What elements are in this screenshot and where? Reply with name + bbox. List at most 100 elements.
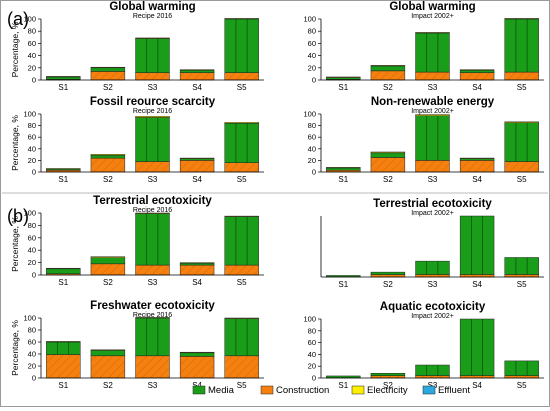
x-tick-label: S5 <box>517 280 527 289</box>
y-tick-label: 20 <box>308 362 316 371</box>
legend-swatch-electricity <box>351 385 365 395</box>
bar-segment-media <box>415 115 450 161</box>
chart-subtitle: Recipe 2016 <box>133 13 172 20</box>
bar-segment-electricity <box>90 66 126 69</box>
bar-hatch <box>504 161 539 172</box>
bar-segment-electricity <box>326 76 361 78</box>
bar-hatch <box>415 72 450 80</box>
y-tick-label: 60 <box>308 39 316 48</box>
bar-hatch <box>415 160 450 172</box>
y-tick-label: 0 <box>312 168 316 177</box>
y-tick-label: 20 <box>28 63 36 72</box>
chart-subtitle: Impact 2002+ <box>411 13 454 20</box>
legend-label: Construction <box>276 385 329 396</box>
bar-segment-electricity <box>90 256 126 258</box>
x-tick-label: S1 <box>58 175 68 184</box>
bar-hatch <box>135 72 170 80</box>
y-tick-label: 40 <box>28 246 36 255</box>
bar-hatch <box>180 356 215 378</box>
bar-segment-electricity <box>504 121 539 123</box>
y-tick-label: 60 <box>28 338 36 347</box>
y-tick-label: 40 <box>308 144 316 153</box>
x-tick-label: S5 <box>237 83 247 92</box>
y-tick-label: 80 <box>308 27 316 36</box>
panel-label-a: (a) <box>7 9 29 29</box>
x-tick-label: S4 <box>192 381 202 390</box>
x-tick-label: S3 <box>428 280 438 289</box>
bar-hatch <box>180 72 215 80</box>
y-tick-label: 100 <box>303 315 316 324</box>
bar-segment-electricity <box>46 168 81 170</box>
bar-segment-media <box>179 352 215 357</box>
bar-segment-media <box>135 117 170 162</box>
y-tick-label: 60 <box>308 338 316 347</box>
bar-segment-electricity <box>179 262 215 264</box>
x-tick-label: S5 <box>517 175 527 184</box>
bar-hatch <box>415 274 450 277</box>
y-tick-label: 80 <box>28 27 36 36</box>
chart-title: Terrestrial ecotoxicity <box>373 198 492 210</box>
y-tick-label: 100 <box>23 314 36 323</box>
chart-title: Global warming <box>109 1 195 13</box>
bar-segment-media <box>179 158 215 161</box>
panel-label-b: (b) <box>7 206 29 226</box>
x-tick-label: S1 <box>58 83 68 92</box>
bar-segment-media <box>504 122 539 162</box>
chart-subtitle: Recipe 2016 <box>133 207 172 214</box>
y-tick-label: 80 <box>308 121 316 130</box>
y-tick-label: 60 <box>28 233 36 242</box>
chart-title: Global warming <box>389 1 475 13</box>
bar-hatch <box>224 265 259 275</box>
y-axis-label: Percentage, % <box>10 21 20 77</box>
bar-hatch <box>460 375 495 378</box>
bar-hatch <box>90 263 125 275</box>
legend-swatch-effluent <box>422 385 436 395</box>
y-tick-label: 80 <box>28 326 36 335</box>
bar-segment-electricity <box>459 69 495 71</box>
x-tick-label: S1 <box>338 381 348 390</box>
x-tick-label: S2 <box>103 175 113 184</box>
bar-segment-electricity <box>224 122 259 124</box>
x-tick-label: S5 <box>237 381 247 390</box>
bar-segment-media <box>224 216 259 266</box>
x-tick-label: S1 <box>58 278 68 287</box>
bar-segment-media <box>135 38 170 73</box>
y-tick-label: 60 <box>28 133 36 142</box>
bar-segment-electricity <box>46 341 81 343</box>
y-tick-label: 100 <box>23 209 36 218</box>
y-axis-label: Percentage, % <box>10 320 20 376</box>
y-tick-label: 0 <box>32 168 36 177</box>
y-tick-label: 0 <box>32 76 36 85</box>
bar-segment-electricity <box>46 76 81 78</box>
bar-hatch <box>90 158 125 172</box>
x-tick-label: S2 <box>383 280 393 289</box>
bar-hatch <box>460 274 495 277</box>
bar-segment-electricity <box>90 349 126 351</box>
bar-segment-media <box>370 373 406 376</box>
bar-segment-media <box>370 65 406 72</box>
x-tick-label: S5 <box>237 175 247 184</box>
bar-segment-media <box>504 360 539 376</box>
bar-segment-media <box>504 18 539 73</box>
bar-segment-media <box>179 69 215 73</box>
bar-segment-media <box>90 154 126 159</box>
bar-segment-electricity <box>179 351 215 354</box>
y-tick-label: 100 <box>23 110 36 119</box>
bar-hatch <box>504 274 539 277</box>
bar-segment-media <box>370 152 406 158</box>
bar-segment-electricity <box>326 167 361 169</box>
y-tick-label: 0 <box>312 374 316 383</box>
bar-segment-media <box>326 77 361 80</box>
x-tick-label: S1 <box>338 83 348 92</box>
bar-segment-electricity <box>370 65 406 67</box>
bar-segment-electricity <box>504 18 539 20</box>
x-tick-label: S2 <box>103 381 113 390</box>
y-tick-label: 60 <box>28 39 36 48</box>
bar-hatch <box>504 375 539 378</box>
bar-hatch <box>460 160 495 172</box>
bar-segment-electricity <box>135 212 170 214</box>
bar-hatch <box>504 72 539 80</box>
bar-segment-media <box>90 67 126 72</box>
